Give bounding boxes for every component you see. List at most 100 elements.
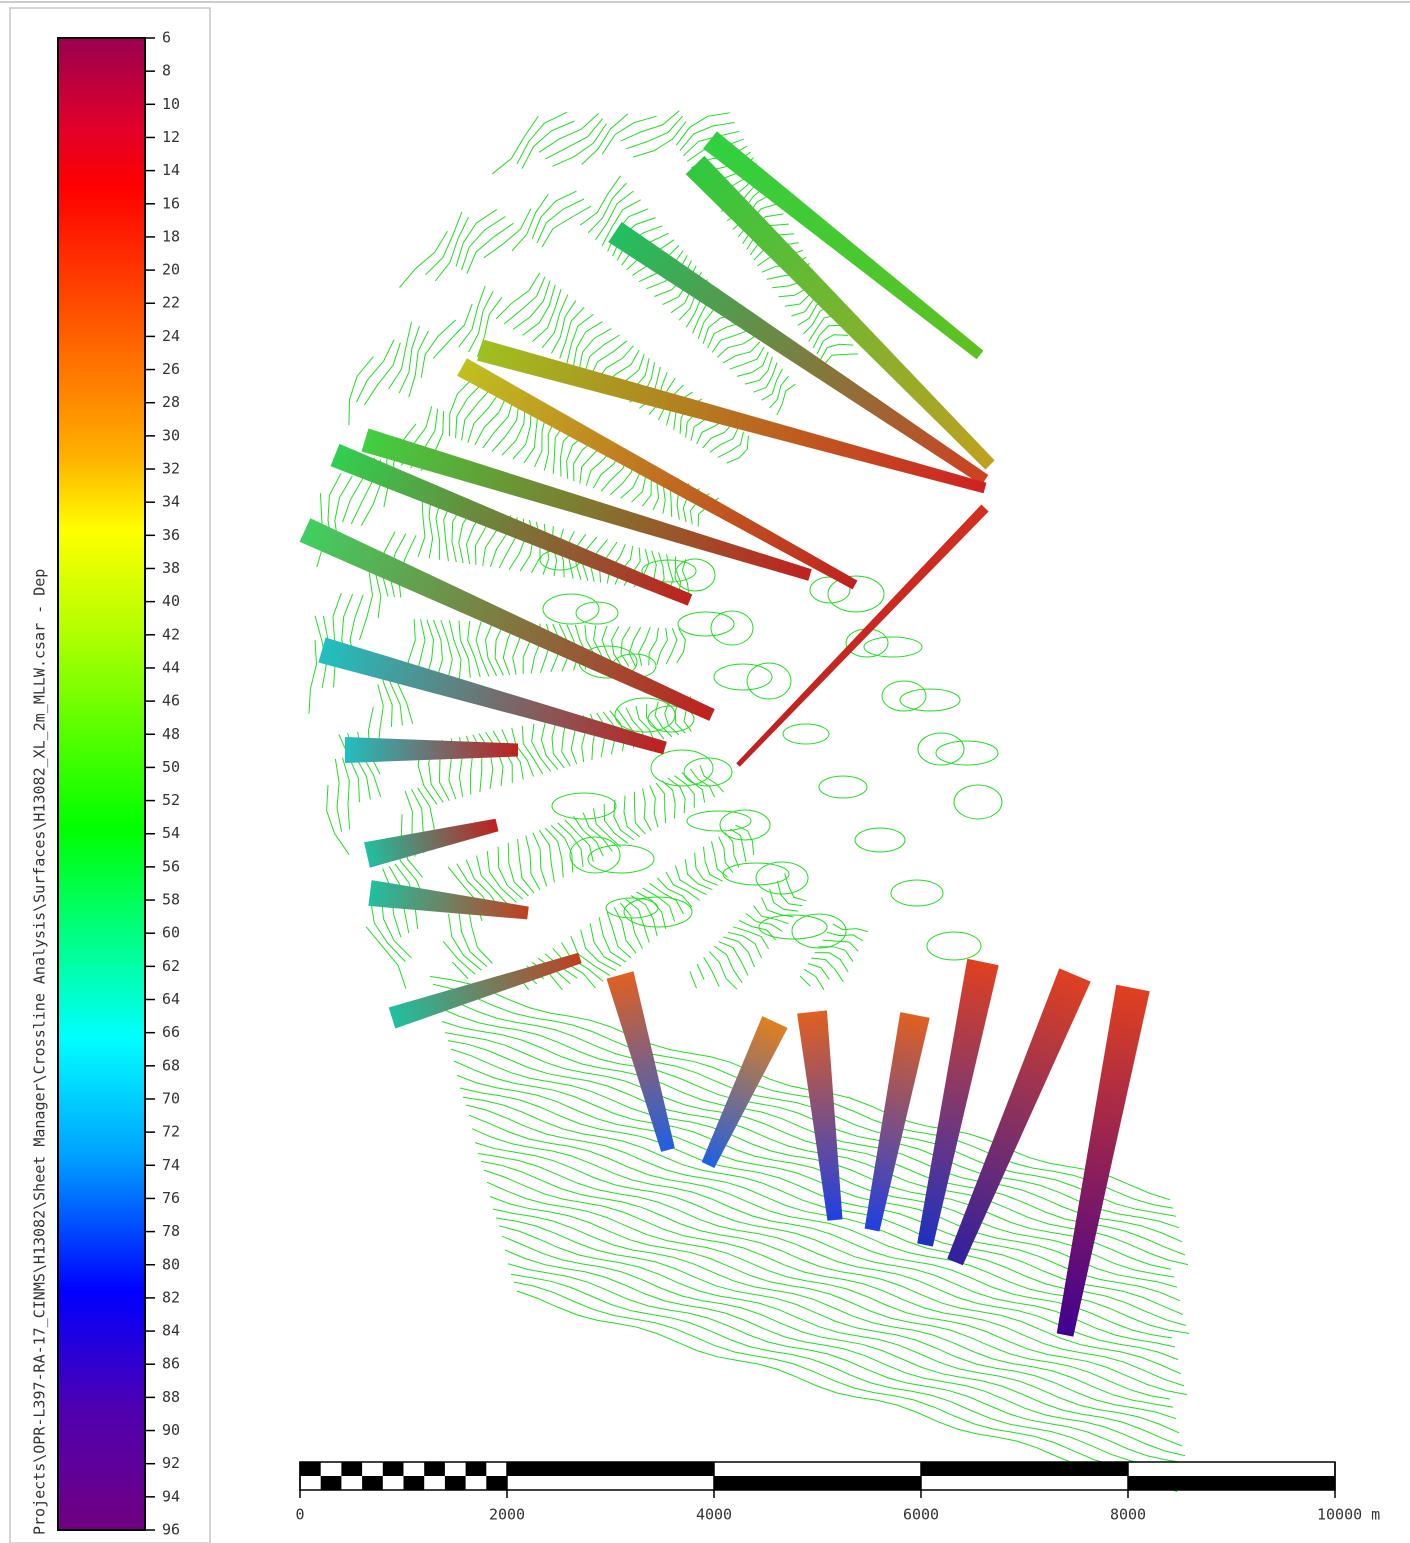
contour — [517, 112, 567, 164]
contour — [532, 191, 576, 239]
swath — [1057, 985, 1150, 1337]
colorbar-tick-label: 78 — [162, 1222, 180, 1240]
contour — [508, 1264, 1188, 1464]
colorbar — [58, 38, 145, 1530]
colorbar-tick-label: 16 — [162, 194, 180, 212]
scale-tick-label: 2000 — [489, 1506, 525, 1524]
colorbar-tick-label: 22 — [162, 294, 180, 312]
contour — [532, 289, 561, 341]
colorbar-tick-label: 88 — [162, 1388, 180, 1406]
swath — [702, 1016, 788, 1168]
scale-bar: 0200040006000800010000 m — [295, 1462, 1380, 1524]
colorbar-tick-label: 18 — [162, 227, 180, 245]
contour — [709, 951, 737, 989]
swath — [368, 880, 528, 919]
contour — [684, 758, 732, 786]
contour — [366, 927, 406, 989]
scale-tick-label: 10000 m — [1317, 1506, 1380, 1524]
contour — [504, 277, 545, 324]
contour — [483, 398, 514, 448]
contour — [695, 853, 718, 886]
colorbar-tick-label: 68 — [162, 1056, 180, 1074]
contour — [349, 357, 374, 426]
contour — [629, 627, 641, 666]
swath — [865, 1012, 930, 1231]
contour — [486, 732, 503, 786]
colorbar-tick-label: 72 — [162, 1123, 180, 1141]
contour — [468, 391, 501, 442]
contour — [418, 493, 425, 556]
contour — [624, 897, 692, 927]
colorbar-tick-label: 80 — [162, 1255, 180, 1273]
contour — [745, 357, 772, 384]
contour — [712, 330, 749, 353]
contour — [513, 407, 531, 460]
contour — [649, 628, 659, 666]
contour — [624, 796, 640, 837]
contour — [309, 640, 317, 714]
colorbar-tick-label: 20 — [162, 261, 180, 279]
colorbar-tick-label: 84 — [162, 1322, 180, 1340]
contour — [936, 741, 998, 765]
colorbar-tick-label: 54 — [162, 824, 180, 842]
contour — [676, 866, 707, 895]
contour — [487, 851, 516, 902]
colorbar-tick-label: 60 — [162, 924, 180, 942]
colorbar-tick-label: 34 — [162, 493, 180, 511]
contour — [677, 628, 686, 663]
contour — [753, 362, 777, 392]
contour — [621, 627, 630, 667]
contour — [545, 828, 563, 878]
contour — [808, 964, 830, 980]
colorbar-tick-label: 64 — [162, 990, 180, 1008]
contour — [492, 116, 538, 174]
contour — [704, 847, 723, 882]
contour — [855, 828, 905, 852]
contour — [590, 923, 621, 966]
contour — [342, 758, 349, 830]
colorbar-tick-label: 94 — [162, 1487, 180, 1505]
contour — [399, 326, 419, 393]
scale-tick-label: 4000 — [696, 1506, 732, 1524]
contour — [484, 209, 531, 258]
scale-check — [321, 1476, 342, 1490]
contour — [864, 637, 922, 657]
contour — [539, 830, 554, 882]
contour — [668, 778, 685, 813]
contour — [533, 833, 547, 887]
colorbar-tick-label: 24 — [162, 327, 180, 345]
colorbar-tick-label: 36 — [162, 526, 180, 544]
colorbar-tick-label: 6 — [162, 29, 171, 47]
contour — [703, 423, 733, 448]
scale-check — [404, 1476, 425, 1490]
contour — [720, 810, 770, 840]
contour — [882, 681, 926, 711]
contour — [633, 122, 686, 158]
scale-tick-label: 8000 — [1110, 1506, 1146, 1524]
contour — [657, 628, 668, 665]
contour — [762, 369, 783, 400]
contour — [449, 914, 482, 970]
contour — [714, 664, 772, 690]
contour — [747, 663, 791, 699]
swath — [300, 518, 715, 721]
contour — [643, 788, 652, 830]
colorbar-tick-label: 14 — [162, 161, 180, 179]
contour — [576, 602, 618, 624]
scale-tick-label: 6000 — [903, 1506, 939, 1524]
colorbar-tick-label: 48 — [162, 725, 180, 743]
contour — [450, 378, 474, 436]
contour — [492, 401, 519, 452]
contour — [542, 206, 591, 247]
contour — [606, 898, 658, 918]
contour — [459, 286, 485, 347]
contour — [456, 209, 497, 266]
contour — [558, 823, 583, 867]
contour — [927, 932, 981, 960]
contour — [389, 322, 412, 389]
colorbar-tick-label: 62 — [162, 957, 180, 975]
colorbar-tick-label: 46 — [162, 692, 180, 710]
contour — [360, 573, 373, 640]
contour — [675, 559, 715, 591]
contour — [602, 116, 657, 154]
